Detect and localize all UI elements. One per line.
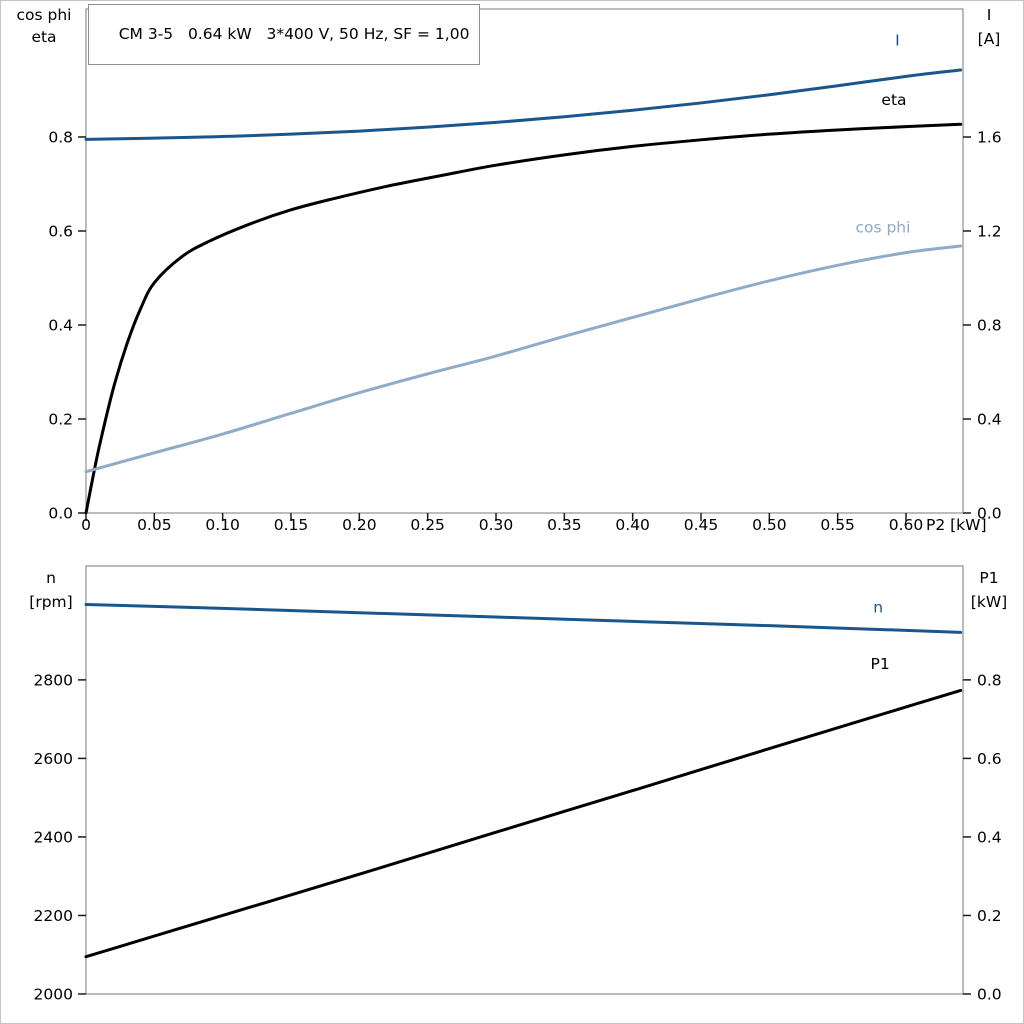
bottom-right-axis-title-p1: P1 — [979, 569, 998, 587]
series-curve-cos-phi — [84, 244, 963, 474]
top-right-tick-label: 1.2 — [977, 223, 1002, 241]
top-right-tick-label: 1.6 — [977, 129, 1002, 147]
top-x-tick-label: 0.40 — [615, 516, 650, 534]
top-left-tick-label: 0.6 — [48, 222, 73, 240]
x-axis-title-p2: P2 [kW] — [926, 516, 987, 534]
top-right-axis-title-amps: [A] — [978, 30, 1001, 48]
bottom-right-tick-label: 0.2 — [977, 907, 1002, 925]
plot-layer: 0.0 0.2 0.4 0.6 0.8 0.0 0.4 0.8 1.2 1.6 0 0.05 0.10 0… — [34, 8, 1002, 1004]
bottom-right-axis-title-kw: [kW] — [971, 593, 1007, 611]
series-label-n: n — [873, 598, 883, 616]
series-label-eta: eta — [881, 91, 906, 109]
series-curve-P1 — [84, 688, 963, 959]
bottom-right-tick-label: 0.8 — [977, 671, 1002, 689]
top-left-tick-label: 0.2 — [48, 410, 73, 428]
top-left-axis-title-eta: eta — [31, 28, 56, 46]
top-right-axis-title-current: I — [987, 6, 992, 24]
bottom-left-tick-label: 2200 — [34, 907, 73, 925]
top-x-tick-label: 0.50 — [752, 516, 787, 534]
bottom-left-tick-label: 2800 — [34, 671, 73, 689]
top-x-tick-label: 0.60 — [889, 516, 924, 534]
top-right-tick-label: 0.4 — [977, 411, 1002, 429]
top-left-tick-label: 0.8 — [48, 128, 73, 146]
top-plot-frame — [85, 8, 964, 514]
series-curve-n — [84, 602, 963, 634]
bottom-right-tick-label: 0.4 — [977, 828, 1002, 846]
top-left-axis-title-cosphi: cos phi — [17, 6, 72, 24]
top-right-tick-label: 0.0 — [977, 505, 1002, 523]
top-x-tick-label: 0.55 — [820, 516, 855, 534]
bottom-right-tick-label: 0.6 — [977, 750, 1002, 768]
bottom-left-axis-title-rpm: [rpm] — [29, 593, 72, 611]
chart-title-box: CM 3-5 0.64 kW 3*400 V, 50 Hz, SF = 1,00 — [88, 4, 481, 65]
top-right-tick-label: 0.8 — [977, 317, 1002, 335]
bottom-left-tick-label: 2000 — [34, 986, 73, 1004]
top-x-tick-label: 0.25 — [410, 516, 445, 534]
top-x-tick-label: 0.10 — [205, 516, 240, 534]
bottom-right-tick-label: 0.0 — [977, 986, 1002, 1004]
top-left-tick-label: 0.0 — [48, 505, 73, 523]
top-x-tick-label: 0.35 — [547, 516, 582, 534]
chart-title: CM 3-5 0.64 kW 3*400 V, 50 Hz, SF = 1,00 — [118, 25, 470, 43]
series-label-cos-phi: cos phi — [855, 218, 910, 236]
bottom-plot-frame — [85, 565, 964, 995]
bottom-left-tick-label: 2400 — [34, 828, 73, 846]
top-left-tick-label: 0.4 — [48, 316, 73, 334]
series-label-I: I — [895, 31, 900, 49]
series-curve-I — [84, 68, 963, 141]
bottom-left-tick-label: 2600 — [34, 750, 73, 768]
top-x-tick-label: 0.15 — [274, 516, 309, 534]
top-x-tick-label: 0.05 — [137, 516, 172, 534]
top-x-tick-label: 0 — [81, 516, 91, 534]
top-x-tick-label: 0.45 — [684, 516, 719, 534]
top-x-tick-label: 0.30 — [479, 516, 514, 534]
top-x-tick-label: 0.20 — [342, 516, 377, 534]
series-curve-eta — [84, 122, 963, 515]
bottom-left-axis-title-n: n — [46, 569, 56, 587]
series-label-P1: P1 — [870, 655, 889, 673]
